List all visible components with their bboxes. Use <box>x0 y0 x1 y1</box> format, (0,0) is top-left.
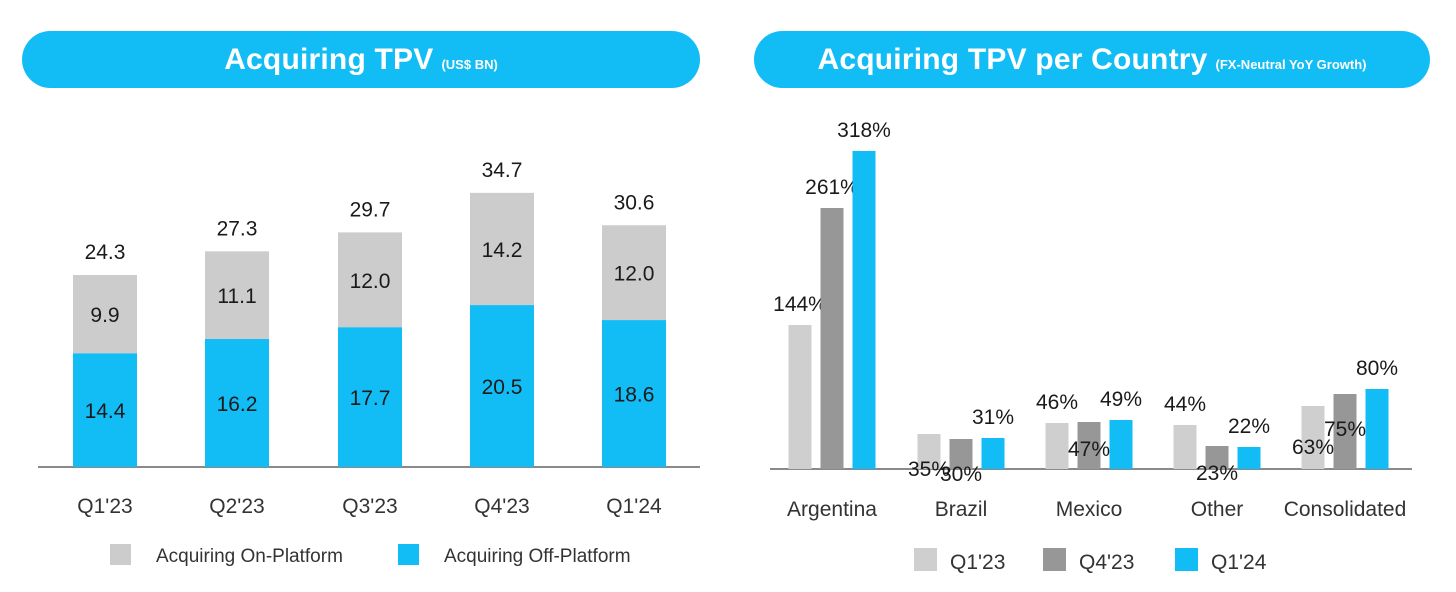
bar-q1-24-mexico <box>1109 420 1133 469</box>
value-label-q1-23: 44% <box>1164 393 1206 416</box>
value-label-q4-23: 75% <box>1324 418 1366 441</box>
bar-acquiring-off-platform-q1-24 <box>602 320 666 467</box>
bar-acquiring-on-platform-q4-23 <box>470 192 534 306</box>
tpv-per-country-title: Acquiring TPV per Country <box>817 42 1208 76</box>
value-label-q1-24: 31% <box>972 406 1014 429</box>
tpv-per-country-title-banner: Acquiring TPV per Country (FX-Neutral Yo… <box>754 31 1430 88</box>
value-label-acquiring-off-platform: 18.6 <box>614 384 655 407</box>
legend-swatch-acquiring-off-platform <box>398 544 419 565</box>
x-tick-label: Argentina <box>787 498 877 521</box>
bar-q1-23-argentina <box>788 325 812 469</box>
acquiring-tpv-panel: Acquiring TPV (US$ BN) 14.4 9.9 24.3 Q1'23 1… <box>0 0 720 592</box>
bar-q4-23-brazil <box>949 439 973 469</box>
bar-q1-24-brazil <box>981 438 1005 469</box>
bar-q4-23-argentina <box>820 208 844 469</box>
acquiring-tpv-unit: (US$ BN) <box>441 57 498 72</box>
x-tick-label: Other <box>1191 498 1244 521</box>
legend-swatch-q1-23 <box>914 548 937 571</box>
value-label-q1-23: 63% <box>1292 436 1334 459</box>
bar-acquiring-on-platform-q1-23 <box>73 275 137 354</box>
value-label-q1-23: 46% <box>1036 391 1078 414</box>
value-label-acquiring-on-platform: 11.1 <box>217 285 256 308</box>
value-label-q1-24: 22% <box>1228 415 1270 438</box>
total-label: 34.7 <box>482 159 523 182</box>
x-tick-label: Mexico <box>1056 498 1123 521</box>
legend-swatch-q4-23 <box>1043 548 1066 571</box>
bar-q1-23-mexico <box>1045 423 1069 469</box>
total-label: 24.3 <box>85 241 126 264</box>
bar-acquiring-on-platform-q2-23 <box>205 251 269 340</box>
legend-swatch-q1-24 <box>1175 548 1198 571</box>
x-tick-label: Q1'24 <box>606 495 662 518</box>
tpv-per-country-panel: Acquiring TPV per Country (FX-Neutral Yo… <box>740 0 1456 592</box>
acquiring-tpv-stacked-bar-chart: 14.4 9.9 24.3 Q1'23 16.2 11.1 27.3 Q2'23 17.7 12.… <box>38 159 700 567</box>
tpv-per-country-grouped-bar-chart: 144% 261% 318% Argentina 35%30% 31% Brazil 46% 4… <box>770 119 1412 574</box>
value-label-q1-24: 49% <box>1100 388 1142 411</box>
value-label-q4-23: 30% <box>940 463 982 486</box>
acquiring-tpv-title: Acquiring TPV <box>224 42 434 76</box>
legend-label-acquiring-on-platform: Acquiring On-Platform <box>156 546 343 567</box>
x-tick-label: Q3'23 <box>342 495 397 518</box>
bar-acquiring-off-platform-q3-23 <box>338 327 402 467</box>
bar-q1-24-consolidated <box>1365 389 1389 469</box>
value-label-q1-23: 35% <box>908 458 950 481</box>
legend-label-q1-24: Q1'24 <box>1211 551 1267 574</box>
value-label-acquiring-on-platform: 14.2 <box>482 239 523 262</box>
bar-q4-23-mexico <box>1077 422 1101 469</box>
value-label-acquiring-on-platform: 12.0 <box>350 270 391 293</box>
legend-label-q4-23: Q4'23 <box>1079 551 1134 574</box>
legend-label-q1-23: Q1'23 <box>950 551 1005 574</box>
bar-q1-23-consolidated <box>1301 406 1325 469</box>
x-tick-label: Q1'23 <box>77 495 132 518</box>
value-label-q4-23: 261% <box>805 176 859 199</box>
total-label: 30.6 <box>614 191 655 214</box>
value-label-q1-23: 144% <box>773 293 827 316</box>
value-label-q1-24: 80% <box>1356 357 1398 380</box>
value-label-q4-23: 23% <box>1196 462 1238 485</box>
bar-acquiring-on-platform-q3-23 <box>338 232 402 328</box>
bar-q1-23-brazil <box>917 434 941 469</box>
x-tick-label: Q4'23 <box>474 495 529 518</box>
bar-acquiring-on-platform-q1-24 <box>602 225 666 321</box>
total-label: 27.3 <box>217 217 258 240</box>
legend-swatch-acquiring-on-platform <box>110 544 131 565</box>
bar-q1-24-argentina <box>852 151 876 469</box>
bar-q1-24-other <box>1237 447 1261 469</box>
value-label-acquiring-off-platform: 17.7 <box>350 387 391 410</box>
bar-q1-23-other <box>1173 425 1197 469</box>
acquiring-tpv-title-banner: Acquiring TPV (US$ BN) <box>22 31 700 88</box>
value-label-q1-24: 318% <box>837 119 891 142</box>
tpv-per-country-subtitle: (FX-Neutral YoY Growth) <box>1215 57 1367 72</box>
bar-acquiring-off-platform-q1-23 <box>73 353 137 467</box>
bar-q4-23-consolidated <box>1333 394 1357 469</box>
bar-q4-23-other <box>1205 446 1229 469</box>
value-label-q4-23: 47% <box>1068 438 1110 461</box>
value-label-acquiring-off-platform: 20.5 <box>482 376 523 399</box>
x-tick-label: Brazil <box>935 498 988 521</box>
value-label-acquiring-on-platform: 9.9 <box>90 304 119 327</box>
bar-acquiring-off-platform-q4-23 <box>470 305 534 467</box>
value-label-acquiring-off-platform: 16.2 <box>217 393 258 416</box>
x-tick-label: Q2'23 <box>209 495 264 518</box>
total-label: 29.7 <box>350 198 391 221</box>
x-tick-label: Consolidated <box>1284 498 1407 521</box>
value-label-acquiring-on-platform: 12.0 <box>614 263 655 286</box>
bar-acquiring-off-platform-q2-23 <box>205 339 269 467</box>
value-label-acquiring-off-platform: 14.4 <box>85 400 126 423</box>
legend-label-acquiring-off-platform: Acquiring Off-Platform <box>444 546 631 567</box>
